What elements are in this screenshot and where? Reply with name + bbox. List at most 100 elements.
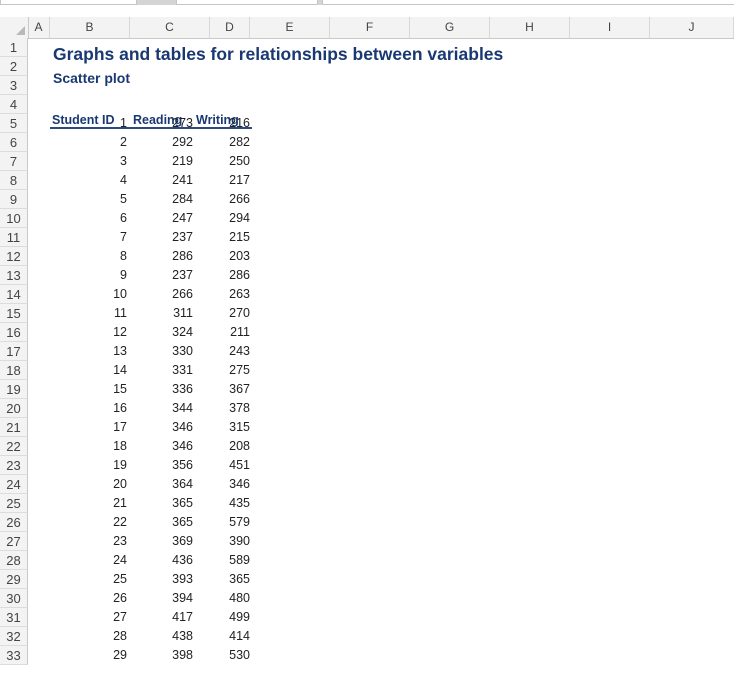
cell-student-id[interactable]: 17 (113, 420, 127, 434)
row-header-25[interactable]: 25 (0, 494, 28, 513)
cell-student-id[interactable]: 21 (113, 496, 127, 510)
cell-writing[interactable]: 263 (229, 287, 250, 301)
cell-reading[interactable]: 398 (172, 648, 193, 662)
cell-reading[interactable]: 356 (172, 458, 193, 472)
cell-student-id[interactable]: 2 (120, 135, 127, 149)
cell-reading[interactable]: 330 (172, 344, 193, 358)
cell-writing[interactable]: 499 (229, 610, 250, 624)
cell-reading[interactable]: 219 (172, 154, 193, 168)
cell-writing[interactable]: 589 (229, 553, 250, 567)
cell-reading[interactable]: 369 (172, 534, 193, 548)
row-header-18[interactable]: 18 (0, 361, 28, 380)
cell-writing[interactable]: 211 (230, 325, 250, 339)
cell-reading[interactable]: 266 (172, 287, 193, 301)
cell-student-id[interactable]: 15 (113, 382, 127, 396)
column-header-b[interactable]: B (50, 17, 130, 38)
cell-writing[interactable]: 243 (229, 344, 250, 358)
cell-writing[interactable]: 315 (229, 420, 250, 434)
cell-writing[interactable]: 203 (229, 249, 250, 263)
column-header-f[interactable]: F (330, 17, 410, 38)
row-header-14[interactable]: 14 (0, 285, 28, 304)
cell-writing[interactable]: 208 (229, 439, 250, 453)
header-reading[interactable]: Reading (133, 113, 183, 127)
cell-reading[interactable]: 292 (172, 135, 193, 149)
cell-writing[interactable]: 390 (229, 534, 250, 548)
cell-student-id[interactable]: 23 (113, 534, 127, 548)
cell-student-id[interactable]: 14 (113, 363, 127, 377)
cell-student-id[interactable]: 3 (120, 154, 127, 168)
cell-student-id[interactable]: 29 (113, 648, 127, 662)
cell-writing[interactable]: 286 (229, 268, 250, 282)
cell-student-id[interactable]: 4 (120, 173, 127, 187)
row-header-11[interactable]: 11 (0, 228, 28, 247)
cell-writing[interactable]: 294 (229, 211, 250, 225)
sheet-subtitle[interactable]: Scatter plot (53, 70, 131, 86)
cell-student-id[interactable]: 1 (120, 116, 127, 130)
row-header-15[interactable]: 15 (0, 304, 28, 323)
cell-student-id[interactable]: 8 (120, 249, 127, 263)
row-header-19[interactable]: 19 (0, 380, 28, 399)
header-writing[interactable]: Writing (196, 113, 239, 127)
cell-student-id[interactable]: 6 (120, 211, 127, 225)
column-header-i[interactable]: I (570, 17, 650, 38)
cell-reading[interactable]: 364 (172, 477, 193, 491)
cell-reading[interactable]: 331 (172, 363, 193, 377)
cell-writing[interactable]: 275 (229, 363, 250, 377)
cell-student-id[interactable]: 22 (113, 515, 127, 529)
cell-student-id[interactable]: 19 (113, 458, 127, 472)
row-header-7[interactable]: 7 (0, 152, 28, 171)
cell-reading[interactable]: 336 (172, 382, 193, 396)
cell-student-id[interactable]: 11 (114, 306, 127, 320)
cell-student-id[interactable]: 12 (113, 325, 127, 339)
cell-writing[interactable]: 282 (229, 135, 250, 149)
row-header-33[interactable]: 33 (0, 646, 28, 665)
row-header-27[interactable]: 27 (0, 532, 28, 551)
cell-student-id[interactable]: 24 (113, 553, 127, 567)
row-header-4[interactable]: 4 (0, 95, 28, 114)
cell-reading[interactable]: 346 (172, 439, 193, 453)
row-header-5[interactable]: 5 (0, 114, 28, 133)
cell-writing[interactable]: 435 (229, 496, 250, 510)
cell-writing[interactable]: 579 (229, 515, 250, 529)
cell-student-id[interactable]: 18 (113, 439, 127, 453)
row-header-32[interactable]: 32 (0, 627, 28, 646)
cell-student-id[interactable]: 27 (113, 610, 127, 624)
cell-writing[interactable]: 266 (229, 192, 250, 206)
formula-controls[interactable] (176, 0, 318, 5)
cell-reading[interactable]: 344 (172, 401, 193, 415)
row-header-6[interactable]: 6 (0, 133, 28, 152)
row-header-12[interactable]: 12 (0, 247, 28, 266)
cell-reading[interactable]: 311 (173, 306, 193, 320)
select-all-corner[interactable] (0, 17, 29, 38)
cell-reading[interactable]: 436 (172, 553, 193, 567)
cell-student-id[interactable]: 13 (113, 344, 127, 358)
cell-reading[interactable]: 273 (172, 116, 193, 130)
row-header-22[interactable]: 22 (0, 437, 28, 456)
cell-reading[interactable]: 237 (172, 268, 193, 282)
cell-reading[interactable]: 286 (172, 249, 193, 263)
column-header-g[interactable]: G (410, 17, 490, 38)
cell-writing[interactable]: 414 (229, 629, 250, 643)
cell-reading[interactable]: 365 (172, 496, 193, 510)
cell-reading[interactable]: 241 (172, 173, 193, 187)
cell-writing[interactable]: 216 (229, 116, 250, 130)
column-header-j[interactable]: J (650, 17, 734, 38)
row-header-10[interactable]: 10 (0, 209, 28, 228)
row-header-21[interactable]: 21 (0, 418, 28, 437)
cell-reading[interactable]: 365 (172, 515, 193, 529)
cell-student-id[interactable]: 28 (113, 629, 127, 643)
cell-student-id[interactable]: 9 (120, 268, 127, 282)
row-header-16[interactable]: 16 (0, 323, 28, 342)
cell-writing[interactable]: 217 (229, 173, 250, 187)
column-header-h[interactable]: H (490, 17, 570, 38)
cell-writing[interactable]: 346 (229, 477, 250, 491)
cell-student-id[interactable]: 20 (113, 477, 127, 491)
column-header-d[interactable]: D (210, 17, 250, 38)
row-header-28[interactable]: 28 (0, 551, 28, 570)
row-header-8[interactable]: 8 (0, 171, 28, 190)
cell-reading[interactable]: 438 (172, 629, 193, 643)
row-header-31[interactable]: 31 (0, 608, 28, 627)
cell-student-id[interactable]: 7 (120, 230, 127, 244)
cell-writing[interactable]: 378 (229, 401, 250, 415)
header-student-id[interactable]: Student ID (52, 113, 115, 127)
